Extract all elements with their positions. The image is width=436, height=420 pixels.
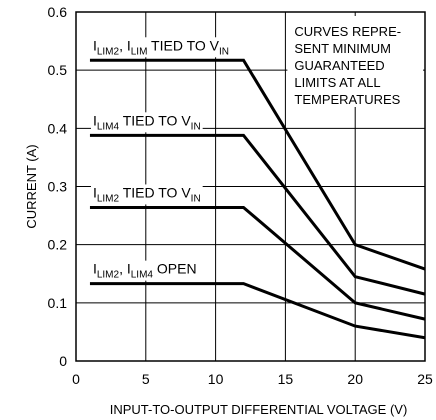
series-line xyxy=(89,282,426,340)
y-tick-label: 0.4 xyxy=(48,120,68,136)
x-axis-ticks: 0 5 10 15 20 25 xyxy=(72,371,433,387)
series-label: ILIM2, ILIM TIED TO VIN xyxy=(93,37,229,57)
series-group xyxy=(89,58,426,340)
y-tick-label: 0.6 xyxy=(48,4,68,20)
x-tick-label: 5 xyxy=(142,371,150,387)
chart-note-line: GUARANTEED xyxy=(294,58,384,73)
series-line xyxy=(89,133,426,296)
chart-note-background xyxy=(287,16,423,107)
plot-frame xyxy=(75,11,426,362)
y-tick-label: 0.5 xyxy=(48,62,68,78)
series-label: ILIM2, ILIM4 OPEN xyxy=(93,261,197,281)
x-tick-label: 25 xyxy=(417,371,433,387)
series-labels: ILIM2, ILIM TIED TO VIN ILIM4 TIED TO VIN… xyxy=(90,37,232,281)
series-label-background xyxy=(90,184,203,205)
x-axis-title: INPUT-TO-OUTPUT DIFFERENTIAL VOLTAGE (V) xyxy=(110,402,408,417)
chart-note-line: LIMITS AT ALL xyxy=(294,75,380,90)
series-label: ILIM2 TIED TO VIN xyxy=(93,184,201,204)
series-label-background xyxy=(90,37,232,58)
series-label-background xyxy=(90,112,203,133)
chart-note-line: CURVES REPRE- xyxy=(294,24,401,39)
series-label-background xyxy=(90,260,199,281)
series-line xyxy=(89,58,426,271)
y-tick-label: 0.1 xyxy=(48,295,68,311)
x-tick-label: 15 xyxy=(278,371,294,387)
x-tick-label: 0 xyxy=(72,371,80,387)
y-axis-title: CURRENT (A) xyxy=(24,144,39,228)
chart-note-line: TEMPERATURES xyxy=(294,92,400,107)
y-axis-ticks: 0 0.1 0.2 0.3 0.4 0.5 0.6 xyxy=(48,4,68,369)
y-tick-label: 0.3 xyxy=(48,179,68,195)
series-label: ILIM4 TIED TO VIN xyxy=(93,112,201,132)
chart-note: CURVES REPRE- SENT MINIMUM GUARANTEED LI… xyxy=(287,16,423,107)
chart-note-line: SENT MINIMUM xyxy=(294,41,391,56)
x-tick-label: 20 xyxy=(347,371,363,387)
y-tick-label: 0 xyxy=(59,353,67,369)
series-line xyxy=(89,205,426,321)
x-tick-label: 10 xyxy=(208,371,224,387)
y-tick-label: 0.2 xyxy=(48,237,68,253)
